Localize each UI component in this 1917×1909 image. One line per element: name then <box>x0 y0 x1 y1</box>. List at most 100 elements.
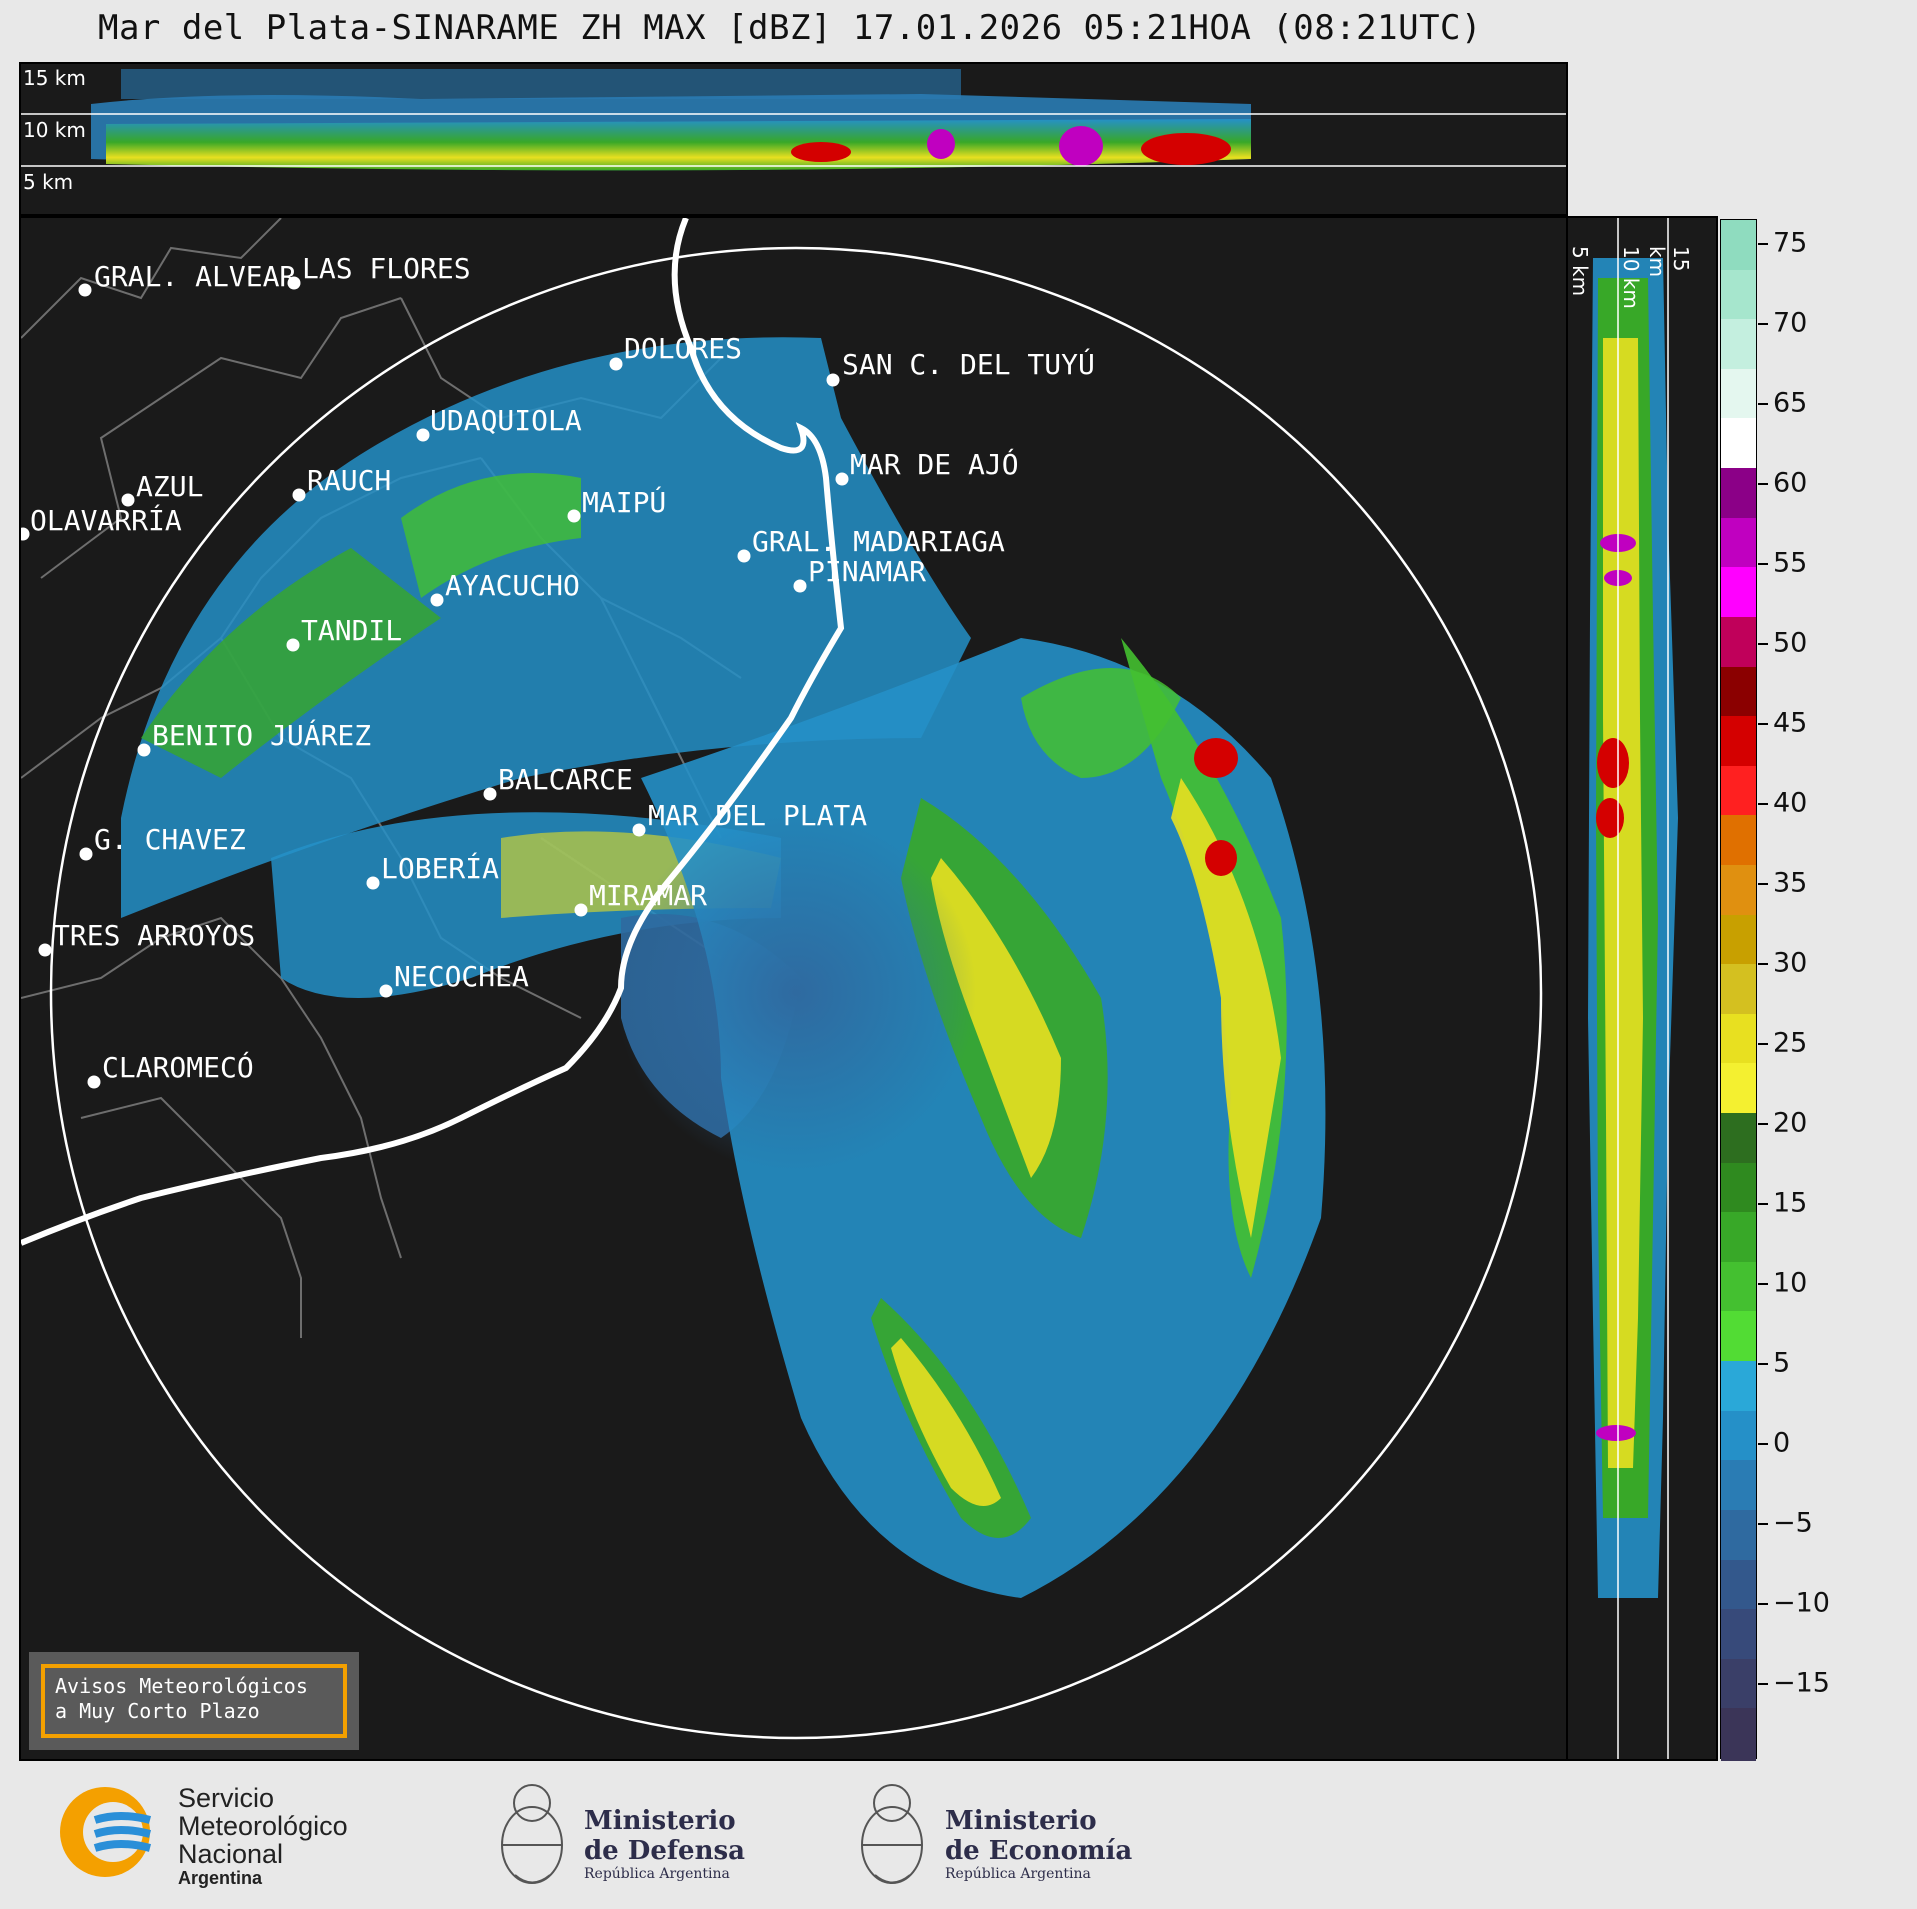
colorbar-tick-label: 10 <box>1773 1267 1808 1299</box>
colorbar-tick <box>1758 1523 1768 1525</box>
colorbar <box>1720 219 1757 1762</box>
city-marker <box>87 1075 101 1089</box>
city-label: AYACUCHO <box>445 569 580 602</box>
city-label: TANDIL <box>301 614 403 647</box>
city-label: CLAROMECÓ <box>102 1051 254 1084</box>
colorbar-segment <box>1721 468 1756 521</box>
top-km-label-5: 5 km <box>23 170 74 194</box>
colorbar-segment <box>1721 1261 1756 1315</box>
avisos-box: Avisos Meteorológicos a Muy Corto Plazo <box>29 1652 359 1750</box>
colorbar-segment <box>1721 1212 1756 1265</box>
side-cross-section-image <box>1588 218 1678 1759</box>
top-cross-section-image <box>21 69 1566 171</box>
defensa-line1: Ministerio <box>584 1806 736 1836</box>
city-marker <box>78 283 92 297</box>
city-marker <box>567 509 581 523</box>
colorbar-tick <box>1758 483 1768 485</box>
economia-line2: de Economía <box>945 1836 1133 1866</box>
colorbar-tick-label: 60 <box>1773 467 1808 499</box>
side-cross-section-panel: 5 km 10 km 15 km <box>1568 216 1718 1761</box>
colorbar-tick <box>1758 323 1768 325</box>
colorbar-segment <box>1721 815 1756 869</box>
national-seal-icon <box>501 1784 563 1884</box>
top-cross-section-panel: 15 km 10 km 5 km <box>19 62 1568 216</box>
colorbar-tick-label: 20 <box>1773 1107 1808 1139</box>
colorbar-segment <box>1721 964 1756 1017</box>
city-marker <box>379 984 393 998</box>
city-label: SAN C. DEL TUYÚ <box>842 348 1095 381</box>
city-label: MIRAMAR <box>589 879 708 912</box>
colorbar-tick <box>1758 1683 1768 1685</box>
colorbar-tick <box>1758 403 1768 405</box>
city-label: DOLORES <box>624 332 743 365</box>
colorbar-tick-label: 50 <box>1773 627 1808 659</box>
colorbar-tick-label: 30 <box>1773 947 1808 979</box>
colorbar-segment <box>1721 1113 1756 1166</box>
city-label: BALCARCE <box>498 763 633 796</box>
colorbar-tick-label: −15 <box>1773 1667 1830 1699</box>
colorbar-tick-label: 55 <box>1773 547 1808 579</box>
colorbar-segment <box>1721 914 1756 968</box>
colorbar-segment <box>1721 368 1756 422</box>
colorbar-tick <box>1758 963 1768 965</box>
city-label: MAR DEL PLATA <box>648 799 868 832</box>
colorbar-tick <box>1758 883 1768 885</box>
smn-line1: Servicio <box>178 1783 275 1813</box>
city-label: GRAL. MADARIAGA <box>752 525 1005 558</box>
colorbar-segment <box>1721 1460 1756 1513</box>
colorbar-tick <box>1758 1043 1768 1045</box>
economia-line1: Ministerio <box>945 1806 1097 1836</box>
colorbar-segment <box>1721 1559 1756 1613</box>
city-label: OLAVARRÍA <box>30 504 182 537</box>
colorbar-tick-label: 0 <box>1773 1427 1791 1459</box>
city-marker <box>21 527 30 541</box>
colorbar-tick <box>1758 1603 1768 1605</box>
city-marker <box>483 787 497 801</box>
city-marker <box>366 876 380 890</box>
city-marker <box>416 428 430 442</box>
colorbar-tick-label: 25 <box>1773 1027 1808 1059</box>
colorbar-segment <box>1721 1658 1756 1712</box>
colorbar-tick-label: −5 <box>1773 1507 1813 1539</box>
colorbar-tick-label: 75 <box>1773 227 1808 259</box>
colorbar-segment <box>1721 666 1756 720</box>
economia-line3: República Argentina <box>945 1866 1091 1882</box>
city-marker <box>121 493 135 507</box>
avisos-line2: a Muy Corto Plazo <box>55 1699 260 1723</box>
city-label: BENITO JUÁREZ <box>152 719 372 752</box>
smn-line4: Argentina <box>178 1868 263 1888</box>
city-label: MAR DE AJÓ <box>850 448 1019 481</box>
city-label: RAUCH <box>307 464 392 497</box>
colorbar-tick <box>1758 1363 1768 1365</box>
defensa-line2: de Defensa <box>584 1836 745 1866</box>
city-label: GRAL. ALVEAR <box>94 260 297 293</box>
side-km-label-5: 5 km <box>1568 246 1592 297</box>
colorbar-segment <box>1721 1361 1756 1414</box>
colorbar-segment <box>1721 616 1756 670</box>
city-label: TRES ARROYOS <box>53 919 256 952</box>
chart-title: Mar del Plata-SINARAME ZH MAX [dBZ] 17.0… <box>97 8 1482 48</box>
colorbar-segment <box>1721 1509 1756 1563</box>
colorbar-segment <box>1721 864 1756 918</box>
city-marker <box>79 847 93 861</box>
colorbar-tick-label: 70 <box>1773 307 1808 339</box>
top-km-label-10: 10 km <box>23 118 86 142</box>
radar-map-panel: GRAL. ALVEAR LAS FLORES DOLORES SAN C. DEL … <box>19 216 1568 1761</box>
city-label: LOBERÍA <box>381 852 500 885</box>
colorbar-segment <box>1721 1410 1756 1464</box>
city-marker <box>292 488 306 502</box>
smn-logo-icon <box>60 1787 152 1877</box>
colorbar-tick <box>1758 1203 1768 1205</box>
city-marker <box>38 943 52 957</box>
city-label: AZUL <box>136 470 204 503</box>
side-km-label-10: 10 km <box>1619 246 1643 309</box>
colorbar-segment <box>1721 220 1756 273</box>
city-marker <box>826 373 840 387</box>
reflectivity-field <box>121 337 1326 1598</box>
colorbar-tick-label: 45 <box>1773 707 1808 739</box>
colorbar-segment <box>1721 269 1756 323</box>
city-marker <box>137 743 151 757</box>
city-label: PINAMAR <box>808 555 927 588</box>
colorbar-segment <box>1721 567 1756 620</box>
colorbar-segment <box>1721 418 1756 472</box>
